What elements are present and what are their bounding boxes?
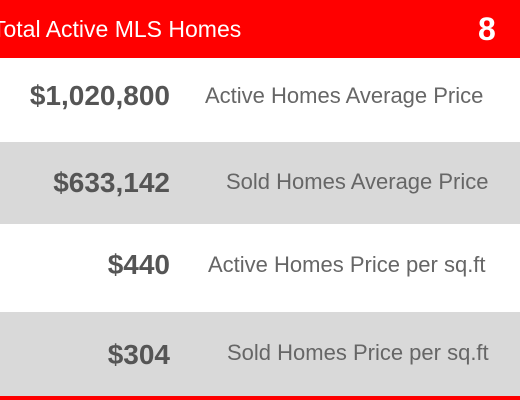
stat-row-sold-average-price: $633,142 Sold Homes Average Price: [0, 142, 520, 224]
header-bar: Total Active MLS Homes 8: [0, 0, 520, 58]
stat-value: $440: [107, 249, 170, 280]
stat-value: $304: [107, 339, 170, 370]
header-title: Total Active MLS Homes: [0, 16, 242, 42]
stat-value: $1,020,800: [29, 80, 170, 111]
bottom-accent-bar: [0, 396, 520, 400]
stat-label: Active Homes Price per sq.ft: [208, 252, 486, 277]
stat-label: Sold Homes Price per sq.ft: [227, 340, 489, 365]
stat-row-active-average-price: $1,020,800 Active Homes Average Price: [0, 58, 520, 142]
stat-label: Sold Homes Average Price: [226, 169, 489, 194]
header-count: 8: [478, 11, 496, 47]
stat-label: Active Homes Average Price: [205, 83, 484, 108]
stat-row-active-price-per-sqft: $440 Active Homes Price per sq.ft: [0, 224, 520, 312]
stat-value: $633,142: [53, 167, 170, 198]
stat-row-sold-price-per-sqft: $304 Sold Homes Price per sq.ft: [0, 312, 520, 396]
